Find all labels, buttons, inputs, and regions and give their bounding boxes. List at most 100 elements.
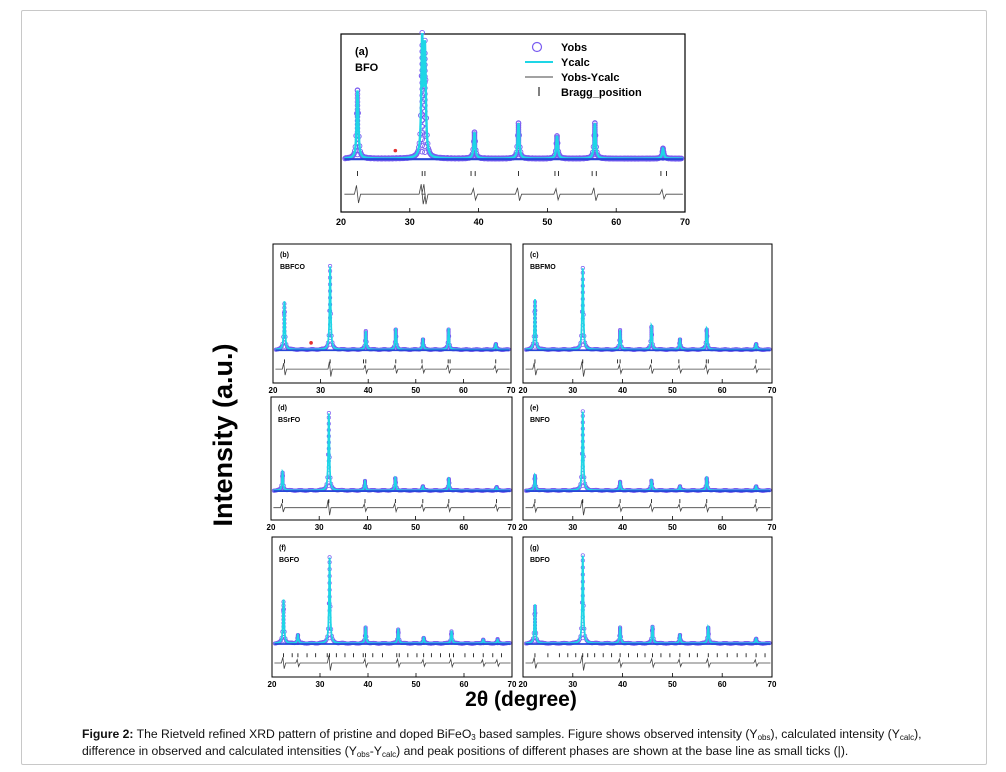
panel-frame [522, 396, 773, 521]
x-tick-label: 70 [680, 217, 690, 227]
caption-text-3: ), calculated intensity (Y [770, 727, 900, 741]
x-tick-label: 60 [611, 217, 621, 227]
sample-label: BDFO [530, 557, 550, 564]
x-tick-label: 50 [668, 523, 677, 532]
panel-label: (c) [530, 252, 539, 259]
panel-c: 20 30 40 50 60 70 (c) BBFMO [519, 243, 777, 395]
panels-layer: 20 30 40 50 60 70 (a) BFO Yobs Ycalc Yobs-Ycalc Bra… [267, 29, 777, 689]
caption-text-6: ) and peak positions of different phases… [396, 744, 849, 758]
y-axis-label: Intensity (a.u.) [208, 343, 238, 526]
legend-entry: Bragg_position [561, 87, 642, 99]
legend-entry: Yobs [561, 42, 587, 54]
caption-text-2: based samples. Figure shows observed int… [475, 727, 758, 741]
caption-text-4: ), difference in observed and calculated… [82, 727, 922, 758]
x-tick-label: 70 [508, 523, 517, 532]
x-tick-label: 20 [269, 386, 278, 395]
yobs-point [419, 149, 425, 155]
sample-label: BFO [355, 62, 379, 74]
x-tick-label: 30 [316, 386, 325, 395]
difference-curve [525, 500, 771, 516]
x-tick-label: 40 [618, 523, 627, 532]
x-tick-label: 50 [411, 523, 420, 532]
x-tick-label: 70 [507, 386, 516, 395]
panel-a: 20 30 40 50 60 70 (a) BFO Yobs Ycalc Yobs-Ycalc Bra… [336, 29, 690, 227]
legend-entry: Yobs-Ycalc [561, 72, 620, 84]
difference-curve [344, 184, 683, 205]
x-tick-label: 60 [459, 523, 468, 532]
x-tick-label: 30 [316, 680, 325, 689]
x-tick-label: 70 [508, 680, 517, 689]
panel-e: 20 30 40 50 60 70 (e) BNFO [519, 396, 777, 532]
x-tick-label: 60 [459, 386, 468, 395]
difference-curve [275, 361, 510, 377]
x-tick-label: 40 [618, 680, 627, 689]
x-tick-label: 30 [568, 523, 577, 532]
panel-label: (f) [279, 545, 286, 552]
panel-f: 20 30 40 50 60 70 (f) BGFO [268, 536, 517, 689]
x-tick-label: 50 [412, 680, 421, 689]
yobs-point [580, 636, 585, 641]
panel-frame [522, 536, 773, 678]
caption-text-1: The Rietveld refined XRD pattern of pris… [133, 727, 472, 741]
caption-label: Figure 2: [82, 727, 134, 741]
x-tick-label: 20 [336, 217, 346, 227]
x-tick-label: 60 [718, 680, 727, 689]
panel-label: (b) [280, 252, 289, 259]
impurity-marker [309, 341, 313, 345]
difference-curve [273, 500, 511, 516]
sample-label: BGFO [279, 557, 300, 564]
yobs-point [532, 344, 538, 349]
x-tick-label: 50 [668, 386, 677, 395]
xrd-figure: 20 30 40 50 60 70 (a) BFO Yobs Ycalc Yobs-Ycalc Bra… [208, 29, 777, 711]
x-tick-label: 40 [474, 217, 484, 227]
x-tick-label: 50 [668, 680, 677, 689]
x-tick-label: 30 [405, 217, 415, 227]
caption-sub-1: 3 [471, 733, 476, 742]
caption-sub-4: obs [356, 750, 370, 759]
caption-sub-2: obs [757, 733, 771, 742]
yobs-point [580, 342, 585, 347]
x-tick-label: 40 [364, 386, 373, 395]
difference-curve [525, 655, 771, 671]
x-tick-label: 50 [411, 386, 420, 395]
x-tick-label: 60 [718, 386, 727, 395]
x-axis-label: 2θ (degree) [465, 688, 577, 711]
panel-frame [272, 243, 512, 384]
legend-entry: Ycalc [561, 57, 590, 69]
x-tick-label: 30 [315, 523, 324, 532]
panel-frame [271, 536, 513, 678]
x-tick-label: 20 [519, 680, 528, 689]
x-tick-label: 40 [618, 386, 627, 395]
caption-sub-5: calc [381, 750, 397, 759]
panel-b: 20 30 40 50 60 70 (b) BBFCO [269, 243, 516, 395]
panel-label: (g) [530, 545, 539, 552]
x-tick-label: 70 [768, 680, 777, 689]
sample-label: BNFO [530, 417, 550, 424]
sample-label: BBFMO [530, 264, 556, 271]
x-tick-label: 70 [768, 523, 777, 532]
panel-frame [340, 33, 686, 213]
caption-sub-3: calc [899, 733, 915, 742]
x-tick-label: 20 [267, 523, 276, 532]
yobs-point [354, 151, 361, 158]
figure-caption: Figure 2: The Rietveld refined XRD patte… [82, 726, 962, 760]
panel-frame [522, 243, 773, 384]
x-tick-label: 50 [542, 217, 552, 227]
sample-label: BBFCO [280, 264, 305, 271]
x-tick-label: 30 [568, 680, 577, 689]
figure-frame [21, 10, 987, 765]
yobs-point [580, 483, 585, 488]
x-tick-label: 20 [519, 523, 528, 532]
legend-yobs-swatch [531, 41, 543, 53]
x-tick-label: 60 [718, 523, 727, 532]
panel-frame [270, 396, 513, 521]
panel-d: 20 30 40 50 60 70 (d) BSrFO [267, 396, 517, 532]
panel-label: (e) [530, 405, 539, 412]
sample-label: BSrFO [278, 417, 301, 424]
x-tick-label: 70 [768, 386, 777, 395]
x-tick-label: 40 [364, 680, 373, 689]
x-tick-label: 20 [268, 680, 277, 689]
panel-label: (d) [278, 405, 287, 412]
impurity-marker [393, 148, 398, 153]
panel-label: (a) [355, 46, 369, 58]
